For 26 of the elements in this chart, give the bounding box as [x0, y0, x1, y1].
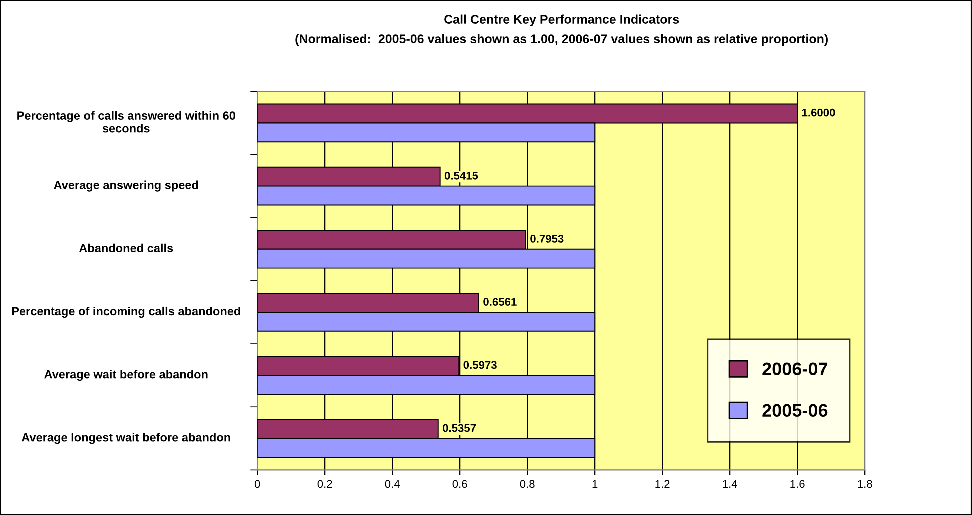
x-tick-label: 0 [254, 480, 260, 488]
x-tick-label: 0.2 [318, 480, 332, 488]
data-label: 1.6000 [802, 108, 836, 117]
legend-label: 2006-07 [762, 362, 828, 376]
chart-title: Call Centre Key Performance Indicators [444, 14, 680, 26]
legend-label: 2005-06 [762, 404, 828, 418]
x-tick-label: 0.8 [520, 480, 535, 488]
y-tick-label: Average longest wait before abandon [22, 433, 230, 444]
data-label: 0.5973 [464, 361, 497, 370]
x-tick-label: 1 [592, 480, 598, 488]
x-tick-label: 0.4 [385, 480, 400, 488]
data-label: 0.7953 [530, 235, 564, 243]
y-tick-label: Average wait before abandon [44, 370, 208, 382]
x-tick-label: 1.4 [723, 480, 738, 488]
y-tick-label: Percentage of incoming calls abandoned [12, 306, 240, 318]
x-tick-label: 1.8 [858, 480, 872, 488]
data-label: 0.5415 [444, 172, 478, 180]
x-tick-label: 0.6 [452, 480, 468, 488]
y-tick-label: Percentage of calls answered within 60 seconds [18, 111, 236, 133]
y-tick-label: Average answering speed [54, 180, 198, 192]
data-label: 0.6561 [484, 298, 517, 306]
x-tick-label: 1.6 [790, 480, 805, 488]
y-tick-label: Abandoned calls [79, 244, 174, 253]
data-label: 0.5357 [442, 424, 476, 432]
chart-subtitle: (Normalised: 2005-06 values shown as 1.00, 2006-07 values shown as relative proportion) [296, 34, 828, 46]
x-tick-label: 1.2 [656, 480, 670, 488]
